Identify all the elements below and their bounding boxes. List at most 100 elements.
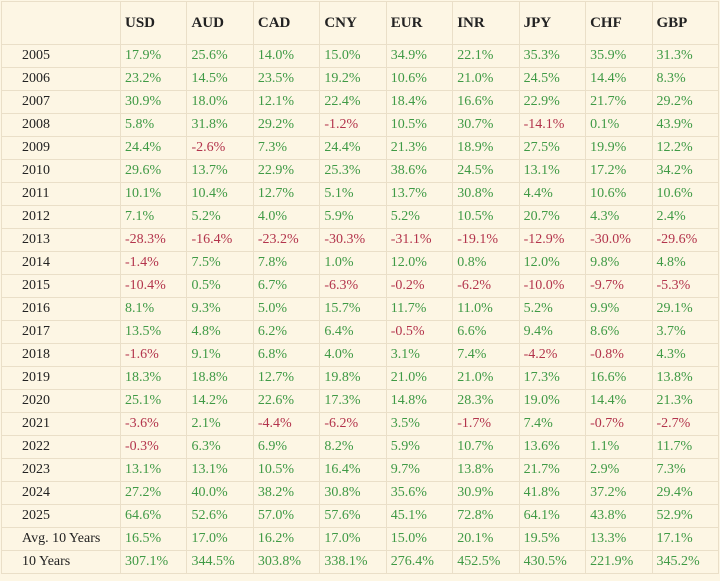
value-cell: 11.7%: [651, 435, 719, 459]
value-cell: 307.1%: [119, 550, 188, 574]
value-cell: -10.0%: [518, 274, 587, 298]
value-cell: -6.2%: [319, 412, 387, 436]
value-cell: 29.6%: [119, 159, 188, 183]
value-cell: 3.7%: [651, 320, 719, 344]
value-cell: 7.3%: [651, 458, 719, 482]
column-header: CAD: [252, 1, 321, 45]
value-cell: 4.4%: [518, 182, 587, 206]
value-cell: 7.3%: [252, 136, 321, 160]
value-cell: 12.1%: [252, 90, 321, 114]
value-cell: 21.7%: [518, 458, 587, 482]
value-cell: 303.8%: [252, 550, 321, 574]
value-cell: 276.4%: [385, 550, 454, 574]
value-cell: 9.3%: [186, 297, 254, 321]
value-cell: -0.7%: [585, 412, 653, 436]
value-cell: -30.3%: [319, 228, 387, 252]
value-cell: 19.0%: [518, 389, 587, 413]
value-cell: 18.9%: [452, 136, 520, 160]
value-cell: 28.3%: [452, 389, 520, 413]
value-cell: 2.1%: [186, 412, 254, 436]
value-cell: 30.9%: [452, 481, 520, 505]
table-row: 2017 13.5% 4.8% 6.2% 6.4% -0.5% 6.6% 9.4% 8.6% 3.…: [1, 320, 719, 344]
value-cell: -4.2%: [518, 343, 587, 367]
value-cell: 14.4%: [585, 389, 653, 413]
table-row: 2016 8.1% 9.3% 5.0% 15.7% 11.7% 11.0% 5.2% 9.9% 2…: [1, 297, 719, 321]
value-cell: 52.6%: [186, 504, 254, 528]
value-cell: 38.6%: [385, 159, 454, 183]
value-cell: 14.0%: [252, 44, 321, 68]
value-cell: -19.1%: [452, 228, 520, 252]
value-cell: -14.1%: [518, 113, 587, 137]
value-cell: 25.6%: [186, 44, 254, 68]
table-row: 2015 -10.4% 0.5% 6.7% -6.3% -0.2% -6.2% -10.0% -…: [1, 274, 719, 298]
value-cell: 19.8%: [319, 366, 387, 390]
value-cell: -30.0%: [585, 228, 653, 252]
value-cell: 17.0%: [186, 527, 254, 551]
value-cell: 5.2%: [385, 205, 454, 229]
value-cell: 41.8%: [518, 481, 587, 505]
value-cell: -23.2%: [252, 228, 321, 252]
value-cell: 29.2%: [651, 90, 719, 114]
value-cell: 18.4%: [385, 90, 454, 114]
value-cell: -1.2%: [319, 113, 387, 137]
value-cell: 2.9%: [585, 458, 653, 482]
value-cell: 15.7%: [319, 297, 387, 321]
row-label: 2008: [1, 113, 121, 137]
value-cell: 6.6%: [452, 320, 520, 344]
value-cell: 10.5%: [385, 113, 454, 137]
value-cell: 10.6%: [385, 67, 454, 91]
value-cell: -9.7%: [585, 274, 653, 298]
value-cell: 4.0%: [319, 343, 387, 367]
row-label: 2006: [1, 67, 121, 91]
value-cell: 14.8%: [385, 389, 454, 413]
value-cell: 17.3%: [319, 389, 387, 413]
value-cell: 338.1%: [319, 550, 387, 574]
value-cell: 10.1%: [119, 182, 188, 206]
value-cell: 8.3%: [651, 67, 719, 91]
table-row: 2025 64.6% 52.6% 57.0% 57.6% 45.1% 72.8% 64.1% 4…: [1, 504, 719, 528]
value-cell: 452.5%: [452, 550, 520, 574]
value-cell: 18.0%: [186, 90, 254, 114]
row-label: 10 Years: [1, 550, 121, 574]
value-cell: 12.0%: [385, 251, 454, 275]
value-cell: -0.5%: [385, 320, 454, 344]
value-cell: 30.9%: [119, 90, 188, 114]
table-row: 2007 30.9% 18.0% 12.1% 22.4% 18.4% 16.6% 22.9% 2…: [1, 90, 719, 114]
table-row: 2024 27.2% 40.0% 38.2% 30.8% 35.6% 30.9% 41.8% 3…: [1, 481, 719, 505]
value-cell: -6.2%: [452, 274, 520, 298]
value-cell: -10.4%: [119, 274, 188, 298]
value-cell: 19.5%: [518, 527, 587, 551]
table-row: 2005 17.9% 25.6% 14.0% 15.0% 34.9% 22.1% 35.3% 3…: [1, 44, 719, 68]
value-cell: 12.7%: [252, 366, 321, 390]
value-cell: 8.1%: [119, 297, 188, 321]
row-label: 2009: [1, 136, 121, 160]
table-row: 2011 10.1% 10.4% 12.7% 5.1% 13.7% 30.8% 4.4% 10.…: [1, 182, 719, 206]
value-cell: 19.2%: [319, 67, 387, 91]
table-row: 2022 -0.3% 6.3% 6.9% 8.2% 5.9% 10.7% 13.6% 1.1% 1…: [1, 435, 719, 459]
value-cell: -1.4%: [119, 251, 188, 275]
value-cell: 16.6%: [585, 366, 653, 390]
value-cell: 14.4%: [585, 67, 653, 91]
value-cell: 21.0%: [385, 366, 454, 390]
value-cell: 35.9%: [585, 44, 653, 68]
value-cell: 4.8%: [186, 320, 254, 344]
value-cell: 10.6%: [585, 182, 653, 206]
value-cell: 12.0%: [518, 251, 587, 275]
value-cell: 16.6%: [452, 90, 520, 114]
value-cell: 10.5%: [252, 458, 321, 482]
value-cell: 35.3%: [518, 44, 587, 68]
value-cell: 29.4%: [651, 481, 719, 505]
value-cell: 21.3%: [651, 389, 719, 413]
value-cell: 30.7%: [452, 113, 520, 137]
value-cell: 40.0%: [186, 481, 254, 505]
value-cell: 10.5%: [452, 205, 520, 229]
value-cell: -16.4%: [186, 228, 254, 252]
value-cell: 17.0%: [319, 527, 387, 551]
value-cell: -2.7%: [651, 412, 719, 436]
value-cell: 19.9%: [585, 136, 653, 160]
row-label: 2010: [1, 159, 121, 183]
row-label: 2011: [1, 182, 121, 206]
table-row: 2013 -28.3% -16.4% -23.2% -30.3% -31.1% -19.1%…: [1, 228, 719, 252]
column-header: CHF: [585, 1, 653, 45]
